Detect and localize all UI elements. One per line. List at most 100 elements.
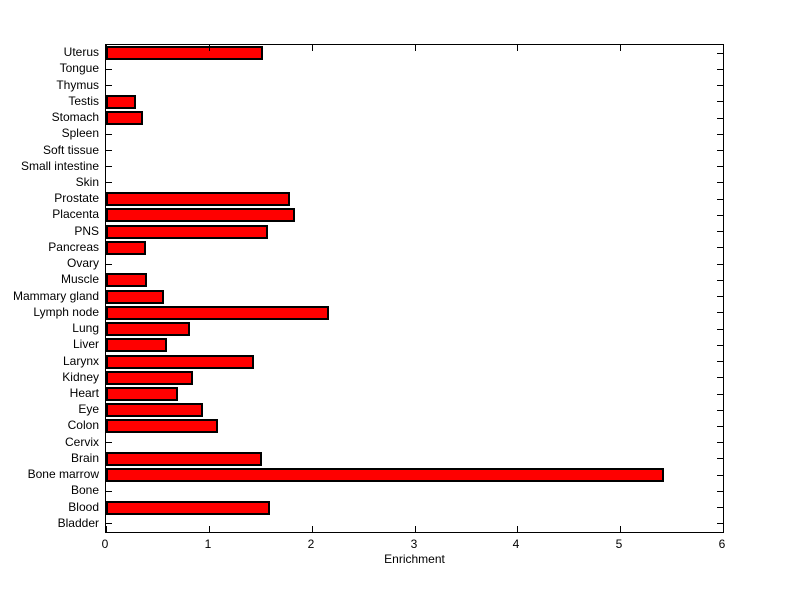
ytick-label-pancreas: Pancreas xyxy=(48,240,99,254)
y-tick-right-liver xyxy=(717,344,723,346)
y-tick-right-pancreas xyxy=(717,247,723,249)
y-tick-right-blood xyxy=(717,507,723,509)
bar-muscle xyxy=(106,273,147,287)
x-tick-top-5 xyxy=(620,45,621,51)
bar-pns xyxy=(106,225,268,239)
ytick-label-brain: Brain xyxy=(70,451,99,465)
ytick-label-cervix: Cervix xyxy=(64,435,99,449)
y-tick-left-spleen xyxy=(106,133,112,135)
x-tick-bottom-4 xyxy=(517,526,518,532)
y-tick-left-soft-tissue xyxy=(106,150,112,152)
bar-brain xyxy=(106,452,262,466)
ytick-label-stomach: Stomach xyxy=(51,110,99,124)
x-tick-top-0 xyxy=(106,45,107,51)
y-tick-right-soft-tissue xyxy=(717,150,723,152)
y-tick-right-cervix xyxy=(717,442,723,444)
y-tick-right-testis xyxy=(717,101,723,103)
bar-stomach xyxy=(106,111,143,125)
ytick-label-bone: Bone xyxy=(70,483,99,497)
y-tick-right-small-intestine xyxy=(717,166,723,168)
y-tick-left-small-intestine xyxy=(106,166,112,168)
ytick-label-mammary-gland: Mammary gland xyxy=(12,289,99,303)
y-tick-right-tongue xyxy=(717,68,723,70)
x-tick-top-3 xyxy=(415,45,416,51)
ytick-label-eye: Eye xyxy=(78,402,99,416)
y-tick-right-eye xyxy=(717,409,723,411)
x-tick-bottom-1 xyxy=(209,526,210,532)
bar-bone-marrow xyxy=(106,468,664,482)
x-axis-title: Enrichment xyxy=(384,552,445,566)
y-tick-right-mammary-gland xyxy=(717,296,723,298)
ytick-label-tongue: Tongue xyxy=(59,61,99,75)
ytick-label-liver: Liver xyxy=(72,337,99,351)
x-tick-top-2 xyxy=(312,45,313,51)
y-tick-left-tongue xyxy=(106,68,112,70)
x-tick-bottom-0 xyxy=(106,526,107,532)
y-tick-right-bladder xyxy=(717,523,723,525)
ytick-label-kidney: Kidney xyxy=(62,370,99,384)
y-tick-left-bladder xyxy=(106,523,112,525)
ytick-label-blood: Blood xyxy=(68,500,99,514)
y-tick-right-stomach xyxy=(717,117,723,119)
ytick-label-bladder: Bladder xyxy=(57,516,99,530)
ytick-label-lymph-node: Lymph node xyxy=(33,305,99,319)
ytick-label-ovary: Ovary xyxy=(66,256,99,270)
x-tick-top-6 xyxy=(723,45,724,51)
y-tick-right-lymph-node xyxy=(717,312,723,314)
x-tick-top-4 xyxy=(517,45,518,51)
y-tick-right-ovary xyxy=(717,263,723,265)
ytick-label-pns: PNS xyxy=(74,224,99,238)
ytick-label-testis: Testis xyxy=(68,94,99,108)
x-tick-top-1 xyxy=(209,45,210,51)
ytick-label-placenta: Placenta xyxy=(52,207,99,221)
ytick-label-uterus: Uterus xyxy=(63,45,99,59)
y-tick-right-muscle xyxy=(717,279,723,281)
ytick-label-colon: Colon xyxy=(67,418,99,432)
y-tick-left-thymus xyxy=(106,85,112,87)
bar-kidney xyxy=(106,371,193,385)
ytick-label-thymus: Thymus xyxy=(56,78,99,92)
x-tick-bottom-2 xyxy=(312,526,313,532)
y-tick-right-spleen xyxy=(717,133,723,135)
x-tick-bottom-3 xyxy=(415,526,416,532)
y-tick-right-uterus xyxy=(717,52,723,54)
ytick-label-small-intestine: Small intestine xyxy=(20,159,99,173)
bar-lung xyxy=(106,322,190,336)
y-tick-right-pns xyxy=(717,231,723,233)
y-tick-left-cervix xyxy=(106,442,112,444)
y-tick-right-thymus xyxy=(717,85,723,87)
xtick-label-5: 5 xyxy=(615,537,623,551)
ytick-label-bone-marrow: Bone marrow xyxy=(27,467,99,481)
y-tick-left-bone xyxy=(106,490,112,492)
bar-eye xyxy=(106,403,203,417)
xtick-label-0: 0 xyxy=(101,537,109,551)
y-tick-left-ovary xyxy=(106,263,112,265)
plot-area xyxy=(105,44,724,533)
bar-testis xyxy=(106,95,136,109)
bar-uterus xyxy=(106,46,263,60)
bar-lymph-node xyxy=(106,306,329,320)
y-tick-right-placenta xyxy=(717,214,723,216)
y-tick-right-brain xyxy=(717,458,723,460)
ytick-label-skin: Skin xyxy=(75,175,99,189)
ytick-label-prostate: Prostate xyxy=(54,191,99,205)
bar-larynx xyxy=(106,355,254,369)
y-tick-right-skin xyxy=(717,182,723,184)
bar-prostate xyxy=(106,192,290,206)
y-tick-right-lung xyxy=(717,328,723,330)
y-tick-right-kidney xyxy=(717,377,723,379)
bar-blood xyxy=(106,501,270,515)
xtick-label-1: 1 xyxy=(204,537,212,551)
bar-mammary-gland xyxy=(106,290,164,304)
bar-colon xyxy=(106,419,218,433)
xtick-label-3: 3 xyxy=(410,537,418,551)
ytick-label-soft-tissue: Soft tissue xyxy=(42,143,99,157)
y-tick-left-skin xyxy=(106,182,112,184)
y-tick-right-bone xyxy=(717,490,723,492)
xtick-label-4: 4 xyxy=(512,537,520,551)
ytick-label-heart: Heart xyxy=(69,386,99,400)
y-tick-right-larynx xyxy=(717,361,723,363)
bar-pancreas xyxy=(106,241,146,255)
ytick-label-spleen: Spleen xyxy=(61,126,99,140)
